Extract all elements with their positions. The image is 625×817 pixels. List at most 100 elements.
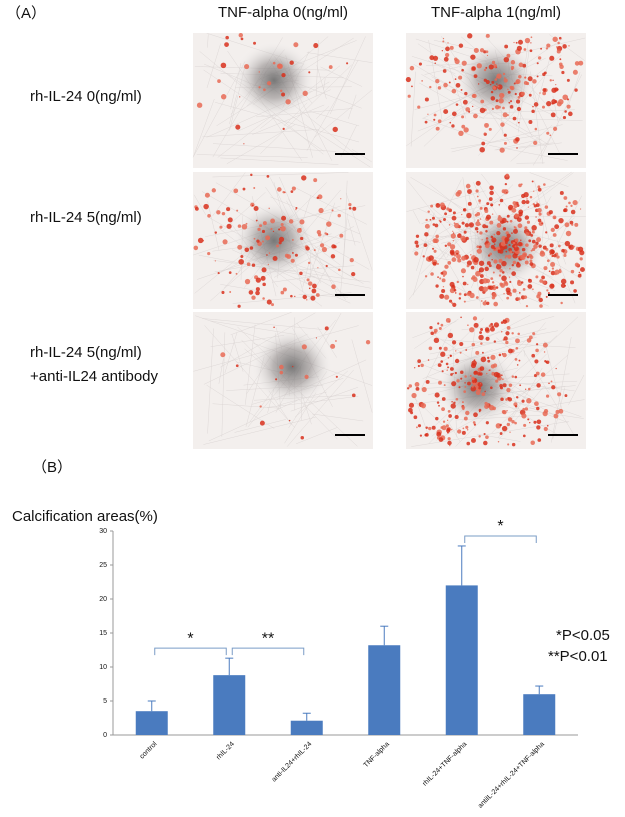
stain [513,204,518,209]
stain [279,364,284,370]
stain [351,272,356,277]
stain [429,325,433,330]
stain [507,397,513,402]
stain [497,216,503,222]
stain [532,332,536,336]
stain [282,127,285,131]
stain [498,98,504,104]
stain [533,374,537,378]
note: *P<0.05 [556,627,610,644]
stain [551,267,555,270]
stain [272,61,276,65]
stain [521,247,526,252]
stain [479,206,483,210]
stain [197,237,204,244]
stain [512,116,517,121]
stain [500,283,506,288]
stain [478,199,482,203]
stain [433,118,436,121]
stain [293,42,299,48]
stain [452,230,454,232]
fiber [416,212,435,272]
stain [417,424,422,428]
stain [470,254,472,256]
stain [279,370,284,375]
stain [528,93,532,97]
stain [338,268,341,272]
stain [450,373,453,376]
fiber [422,117,491,143]
fiber [212,172,246,216]
stain [515,99,521,104]
stain [517,279,521,284]
stain [504,282,509,286]
stain [537,187,542,192]
stain [299,227,302,231]
stain [433,249,437,253]
fiber [532,124,559,166]
stain [516,364,519,366]
stain [290,190,294,193]
stain [253,186,256,189]
stain [545,394,550,398]
stain [461,60,467,66]
stain [480,328,483,331]
fiber [348,94,357,119]
stain [473,371,477,375]
stain [544,360,547,363]
y-tick-label: 0 [103,732,107,739]
cell-cluster [250,326,334,407]
stain [568,201,571,205]
stain [457,429,462,434]
stain [491,281,495,284]
stain [482,286,488,292]
stain [348,207,352,210]
stain [420,363,424,368]
stain [490,322,493,326]
stain [479,202,481,204]
stain [259,420,265,426]
stain [439,220,442,223]
fiber [529,172,569,187]
stain [447,409,451,413]
stain [533,204,537,208]
stain [511,251,514,254]
stain [408,384,413,388]
stain [413,415,418,420]
stain [435,126,440,131]
stain [534,359,539,364]
stain [516,147,518,149]
micrographs [192,33,586,449]
stain [488,197,493,201]
stain [441,278,446,283]
stain [270,227,273,231]
stain [248,290,254,295]
stain [510,292,513,295]
stain [481,141,486,146]
stain [527,206,530,208]
stain [506,296,510,300]
stain [427,210,430,213]
stain [436,431,442,437]
stain [222,239,228,245]
stain [486,54,489,57]
stain [443,218,446,221]
stain [458,130,464,136]
stain [547,292,550,295]
stain [451,400,453,403]
stain [498,353,502,357]
stain [224,42,229,47]
stain [517,332,520,336]
stain [467,201,472,206]
fiber [414,318,459,349]
stain [566,104,571,109]
stain [237,304,241,308]
stain [454,78,457,81]
stain [424,275,428,278]
stain [440,360,444,363]
stain [461,406,465,410]
stain [490,326,495,332]
stain [507,90,511,94]
stain [320,243,325,248]
stain [310,295,316,301]
